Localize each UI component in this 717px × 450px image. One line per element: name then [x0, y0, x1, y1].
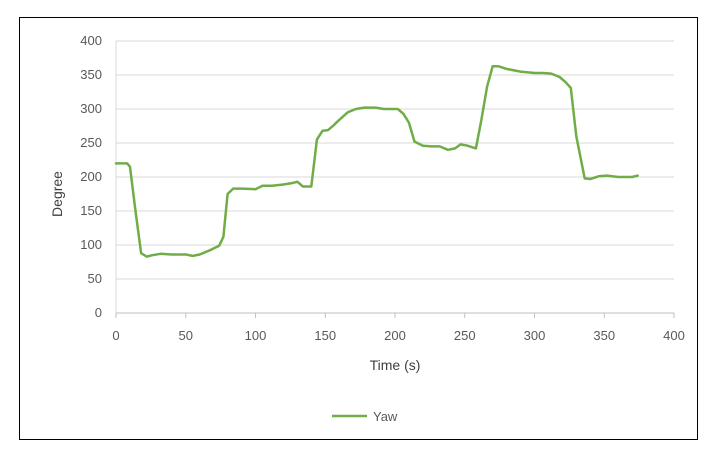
- x-tick-label: 400: [663, 328, 685, 343]
- x-tick-label: 150: [314, 328, 336, 343]
- x-tick-label: 300: [524, 328, 546, 343]
- gridlines: [116, 40, 674, 280]
- y-tick-labels: 0 50 100 150 200 250 300 350 400: [80, 33, 102, 320]
- y-axis-title: Degree: [49, 171, 65, 217]
- x-tick-label: 250: [454, 328, 476, 343]
- x-tick-label: 200: [384, 328, 406, 343]
- axes: [115, 41, 675, 318]
- x-tick-label: 0: [112, 328, 119, 343]
- y-tick-label: 100: [80, 237, 102, 252]
- series-line-yaw: [114, 64, 639, 258]
- legend-label-yaw: Yaw: [373, 409, 398, 424]
- y-tick-label: 350: [80, 67, 102, 82]
- series-group: [114, 64, 639, 258]
- x-tick-label: 350: [593, 328, 615, 343]
- y-tick-label: 0: [95, 305, 102, 320]
- chart-frame: 0 50 100 150 200 250 300 350 400 0 50 100 150 200 250…: [19, 17, 698, 440]
- x-axis-title: Time (s): [370, 357, 421, 373]
- y-tick-label: 150: [80, 203, 102, 218]
- x-tick-labels: 0 50 100 150 200 250 300 350 400: [112, 328, 684, 343]
- yaw-line-chart: 0 50 100 150 200 250 300 350 400 0 50 100 150 200 250…: [49, 33, 685, 424]
- legend: Yaw: [332, 409, 398, 424]
- y-tick-label: 300: [80, 101, 102, 116]
- y-tick-label: 400: [80, 33, 102, 48]
- y-tick-label: 200: [80, 169, 102, 184]
- x-tick-label: 100: [245, 328, 267, 343]
- y-tick-label: 50: [88, 271, 102, 286]
- y-tick-label: 250: [80, 135, 102, 150]
- x-tick-label: 50: [179, 328, 193, 343]
